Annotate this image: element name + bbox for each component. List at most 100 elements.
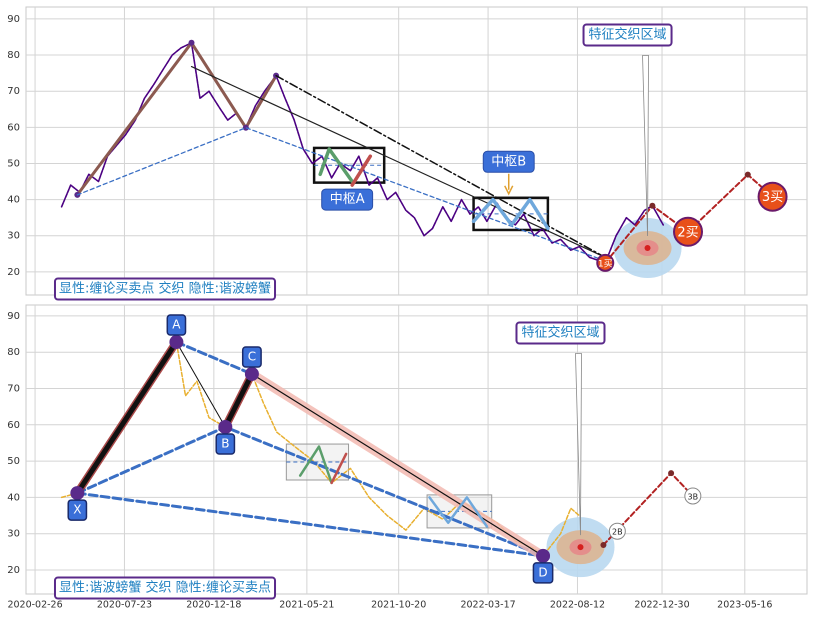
y-tick-label: 20 (7, 267, 20, 278)
callout: 特征交织区域 (515, 321, 606, 345)
pattern-label-box (166, 314, 187, 336)
plot-area (25, 304, 808, 595)
pattern-label-box (532, 562, 554, 584)
signal-label: 2B (612, 528, 623, 537)
y-tick-label: 20 (7, 565, 20, 576)
signal-marker (608, 522, 626, 540)
y-tick-label: 90 (7, 311, 20, 322)
pattern-label-text: C (248, 349, 256, 363)
series-line (330, 452, 348, 485)
series-line (75, 41, 278, 197)
x-tick-label: 2021-10-20 (371, 600, 426, 611)
signal-marker (596, 253, 615, 272)
x-tick-label: 2022-08-12 (550, 600, 605, 611)
series-line (76, 127, 606, 262)
y-tick-label: 30 (7, 231, 20, 242)
pattern-label-box (215, 433, 236, 455)
pattern-label: C (241, 346, 262, 368)
series-line (275, 74, 607, 259)
series-line (298, 445, 333, 485)
y-tick-label: 90 (7, 14, 20, 25)
zone-label-text: 中枢A (330, 192, 365, 207)
caption-text: 显性:缠论买卖点 交织 隐性:谐波螃蟹 (59, 281, 271, 297)
series-line (350, 154, 373, 187)
caption-box (53, 277, 277, 301)
signal-label: 2买 (677, 225, 698, 240)
x-tick-label: 2023-05-16 (717, 600, 772, 611)
caption: 显性:缠论买卖点 交织 隐性:谐波螃蟹 (53, 277, 277, 301)
pattern-point (536, 548, 551, 563)
callout-box (582, 23, 673, 47)
caption-text: 显性:谐波螃蟹 交织 隐性:缠论买卖点 (59, 580, 271, 596)
series-line (318, 147, 354, 184)
zone-label-box (321, 188, 374, 211)
highlight-center (644, 245, 651, 252)
zone-arrow (504, 173, 514, 196)
y-tick-label: 80 (7, 50, 20, 61)
series-dot (600, 541, 607, 548)
signal-label: 3B (688, 492, 699, 501)
y-tick-label: 30 (7, 529, 20, 540)
series-line (175, 341, 226, 428)
zone-label-text: 中枢B (491, 154, 526, 169)
series-line (174, 340, 254, 376)
signal-label: 1买 (598, 258, 613, 269)
series-line (75, 491, 545, 558)
pattern-label: A (166, 314, 187, 336)
pattern-label: D (532, 562, 554, 584)
callout-text: 特征交织区域 (589, 27, 667, 43)
series-dot (744, 171, 751, 178)
highlight-center (577, 544, 584, 551)
signal-marker (757, 181, 788, 212)
zone-label-box (482, 150, 535, 173)
series-line (428, 496, 489, 528)
signal-label: 3买 (762, 190, 783, 205)
series-line (604, 173, 774, 264)
series-line (190, 66, 606, 258)
y-tick-label: 50 (7, 456, 20, 467)
pattern-label-text: B (221, 436, 229, 450)
callout: 特征交织区域 (582, 23, 673, 47)
pattern-label-text: D (538, 565, 547, 579)
y-tick-label: 60 (7, 122, 20, 133)
callout-arrow (642, 55, 649, 237)
pattern-label-box (67, 499, 88, 521)
x-tick-label: 2021-05-21 (279, 600, 334, 611)
series-line (471, 197, 550, 231)
x-tick-label: 2020-02-26 (7, 600, 62, 611)
pattern-point (244, 366, 259, 381)
y-tick-label: 80 (7, 347, 20, 358)
callout-box (515, 321, 606, 345)
y-tick-label: 70 (7, 86, 20, 97)
x-tick-label: 2022-12-30 (634, 600, 689, 611)
y-tick-label: 70 (7, 384, 20, 395)
series-dot (188, 39, 195, 46)
zone-label: 中枢B (482, 150, 535, 173)
callout-text: 特征交织区域 (521, 325, 599, 341)
pattern-point (218, 419, 233, 434)
pattern-label: B (215, 433, 236, 455)
plot-area (25, 6, 808, 296)
x-tick-label: 2022-03-17 (460, 600, 515, 611)
x-tick-label: 2020-12-18 (186, 600, 241, 611)
pattern-label: X (67, 499, 88, 521)
y-tick-label: 40 (7, 195, 20, 206)
series-dot (668, 470, 675, 477)
pattern-label-text: X (73, 503, 81, 517)
y-tick-label: 60 (7, 420, 20, 431)
caption: 显性:谐波螃蟹 交织 隐性:缠论买卖点 (53, 576, 277, 600)
series-dot (649, 202, 656, 209)
caption-box (53, 576, 277, 600)
signal-marker (684, 487, 702, 505)
x-tick-label: 2020-07-23 (97, 600, 152, 611)
series-line (251, 373, 544, 557)
pattern-label-box (241, 346, 262, 368)
series-line (222, 371, 255, 430)
pattern-point (70, 486, 85, 501)
signal-marker (673, 216, 704, 247)
series-line (74, 339, 179, 496)
pattern-point (169, 335, 184, 350)
y-tick-label: 40 (7, 492, 20, 503)
zone-label: 中枢A (321, 188, 374, 211)
